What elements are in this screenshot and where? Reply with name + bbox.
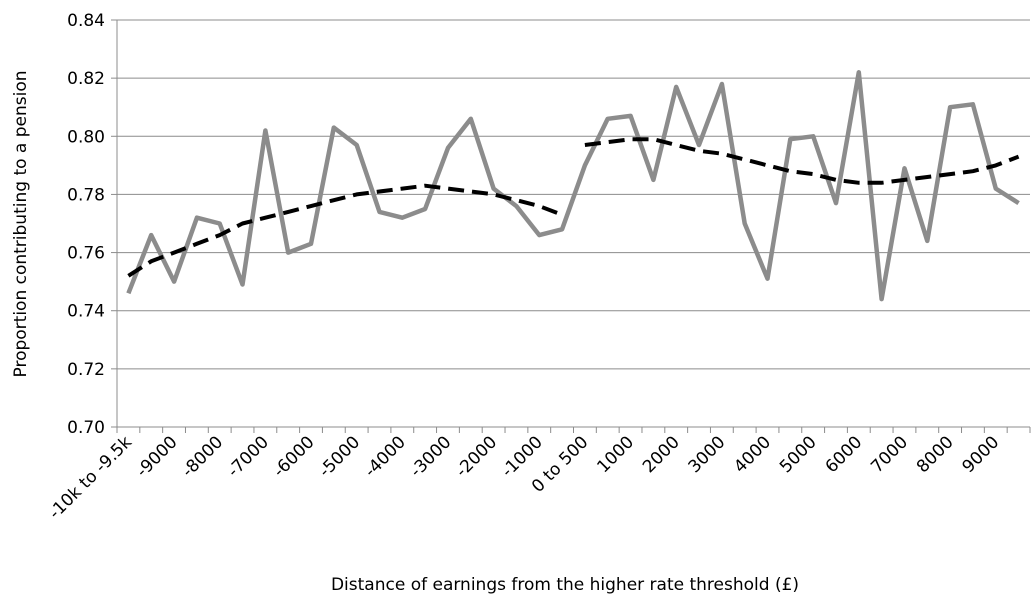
y-tick-label: 0.72 xyxy=(67,360,105,380)
x-tick-label: 8000 xyxy=(913,432,958,477)
x-tick-label: -5000 xyxy=(315,432,364,481)
x-tick-label: -10k to -9.5k xyxy=(45,432,136,523)
x-tick-label: 3000 xyxy=(685,432,730,477)
y-axis-title: Proportion contributing to a pension xyxy=(11,70,31,377)
x-tick-label: 4000 xyxy=(730,432,775,477)
x-tick-label: -3000 xyxy=(406,432,455,481)
x-tick-label: 1000 xyxy=(593,432,638,477)
x-tick-label: 7000 xyxy=(867,432,912,477)
x-tick-label: -4000 xyxy=(361,432,410,481)
x-tick-label: -6000 xyxy=(269,432,318,481)
y-tick-label: 0.82 xyxy=(67,69,105,89)
x-tick-label: -7000 xyxy=(224,432,273,481)
x-tick-label: 2000 xyxy=(639,432,684,477)
y-tick-label: 0.74 xyxy=(67,302,105,322)
data-line xyxy=(126,70,1020,302)
y-tick-label: 0.80 xyxy=(67,127,105,147)
y-tick-label: 0.78 xyxy=(67,185,105,205)
x-tick-label: -8000 xyxy=(178,432,227,481)
x-tick-label: -2000 xyxy=(452,432,501,481)
y-tick-label: 0.84 xyxy=(67,11,105,31)
x-tick-label: -9000 xyxy=(133,432,182,481)
y-tick-label: 0.76 xyxy=(67,244,105,264)
y-tick-label: 0.70 xyxy=(67,418,105,438)
x-tick-label: 5000 xyxy=(776,432,821,477)
x-tick-label: 6000 xyxy=(822,432,867,477)
trend-line xyxy=(127,183,563,278)
trend-line xyxy=(584,137,1020,185)
x-tick-label: 9000 xyxy=(959,432,1004,477)
x-axis-title: Distance of earnings from the higher rat… xyxy=(331,575,799,595)
